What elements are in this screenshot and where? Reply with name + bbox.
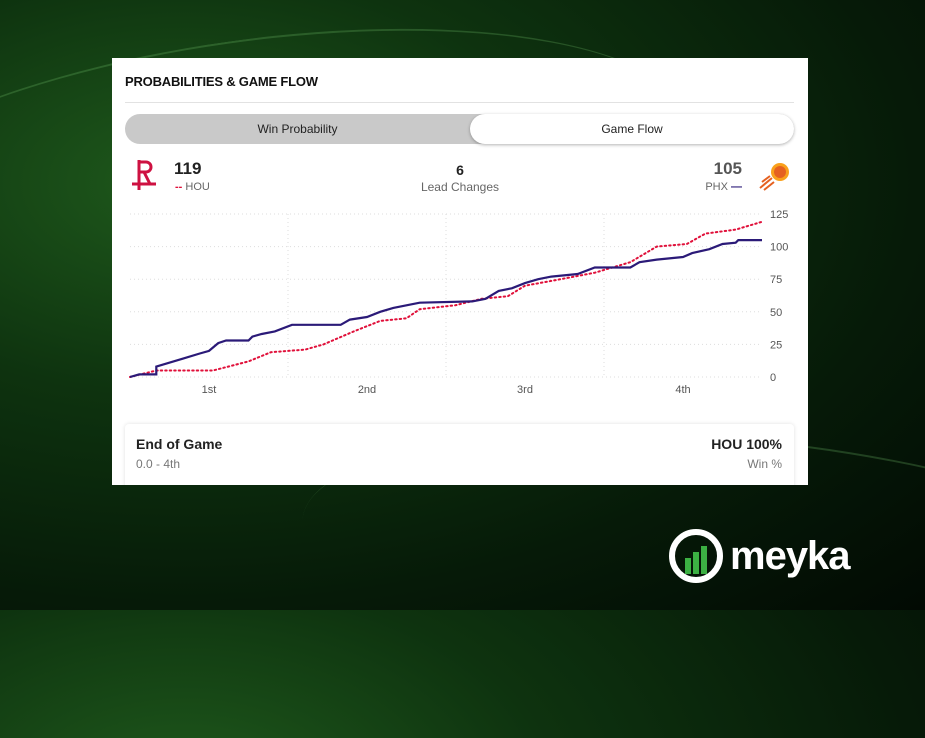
- away-legend: PHX —: [705, 181, 742, 193]
- y-tick-label: 25: [770, 339, 782, 351]
- rockets-logo-icon: [132, 160, 156, 190]
- home-legend: -- HOU: [175, 181, 210, 193]
- tab-game-flow[interactable]: Game Flow: [470, 114, 794, 144]
- x-tick-label: 4th: [675, 384, 690, 393]
- tab-win-probability[interactable]: Win Probability: [257, 122, 338, 136]
- y-tick-label: 125: [770, 209, 788, 221]
- game-flow-chart: 0 25 50 75 100 125 1st 2nd 3rd 4th: [129, 209, 788, 393]
- lead-changes-label: Lead Changes: [420, 180, 500, 194]
- x-tick-label: 1st: [202, 384, 217, 393]
- series-line-hou: [129, 220, 763, 378]
- section-title: PROBABILITIES & GAME FLOW: [125, 74, 318, 89]
- meyka-logo-icon: [669, 529, 723, 583]
- game-flow-card: PROBABILITIES & GAME FLOW Win Probabilit…: [112, 58, 808, 485]
- y-tick-label: 0: [770, 372, 776, 384]
- lead-changes-value: 6: [456, 162, 464, 178]
- away-abbr: PHX: [705, 181, 728, 193]
- y-tick-label: 75: [770, 274, 782, 286]
- status-sub: 0.0 - 4th: [136, 457, 181, 471]
- x-tick-label: 3rd: [517, 384, 533, 393]
- home-abbr: HOU: [185, 181, 210, 193]
- win-label: Win %: [747, 457, 782, 471]
- y-tick-label: 100: [770, 242, 788, 254]
- away-score: 105: [713, 159, 742, 178]
- series-line-phx: [129, 239, 762, 379]
- status-title: End of Game: [136, 436, 223, 452]
- win-result: HOU 100%: [711, 436, 782, 452]
- y-tick-label: 50: [770, 307, 782, 319]
- divider: [125, 102, 794, 103]
- brand-name: meyka: [730, 533, 851, 578]
- meyka-logo: meyka: [668, 528, 851, 584]
- home-score: 119: [174, 159, 202, 178]
- suns-logo-icon: [759, 163, 789, 191]
- game-status-panel: End of Game 0.0 - 4th HOU 100% Win %: [125, 424, 794, 485]
- view-toggle: Win Probability Game Flow: [125, 114, 794, 144]
- x-tick-label: 2nd: [358, 384, 376, 393]
